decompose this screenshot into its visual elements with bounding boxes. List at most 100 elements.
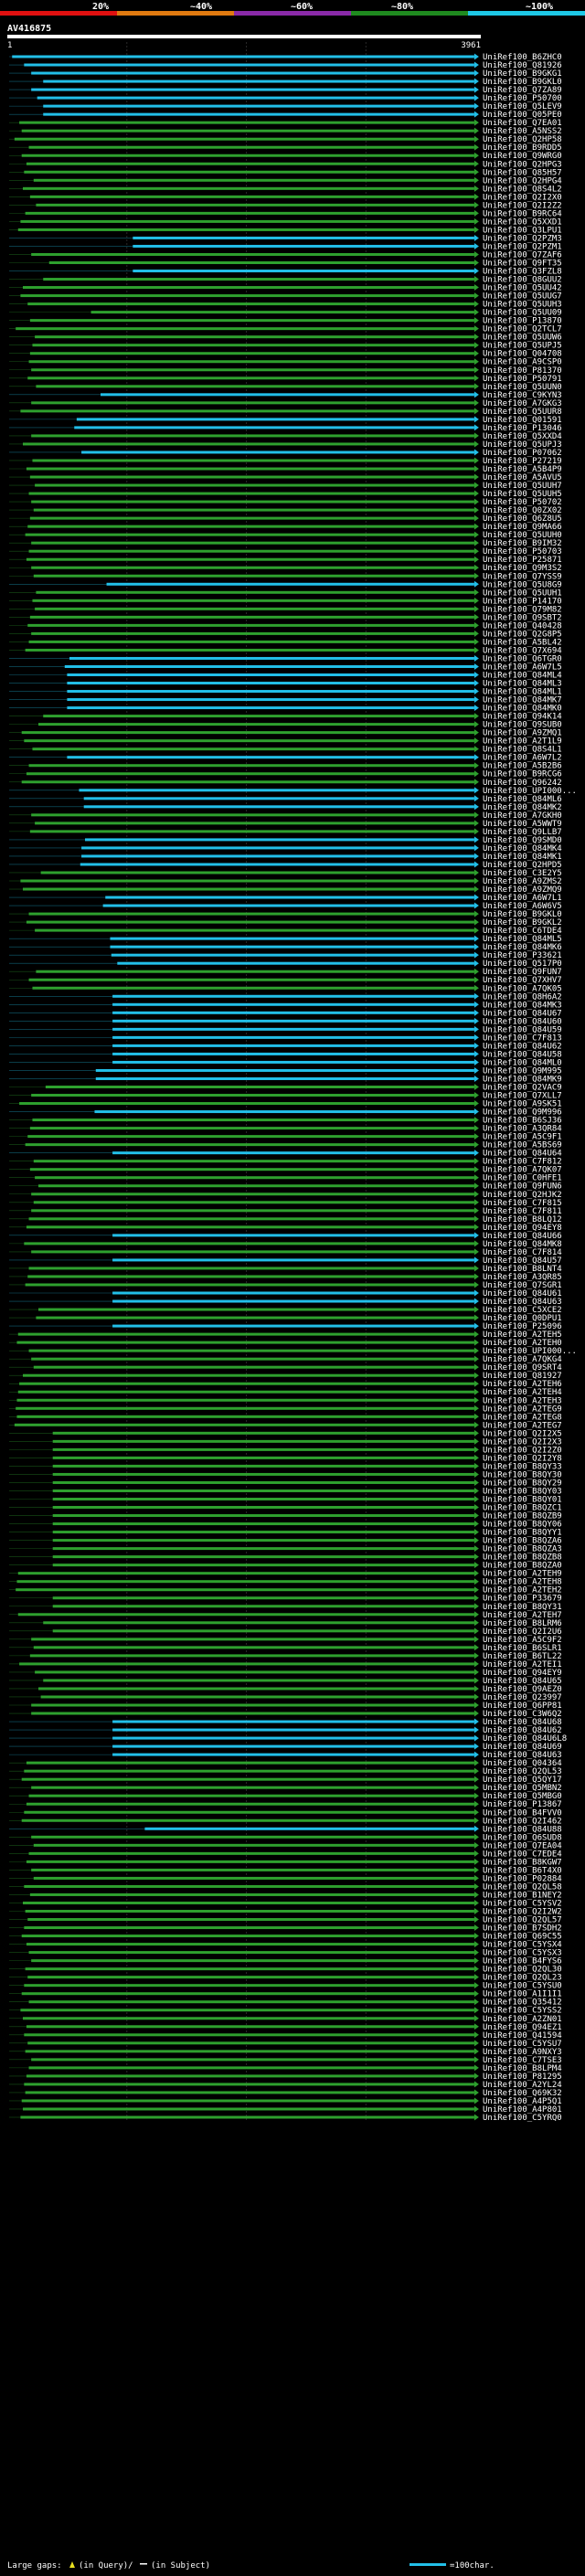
hit-row[interactable]: UniRef100_B8QY06 — [9, 1521, 562, 1530]
hit-bar[interactable] — [25, 533, 474, 536]
hit-label[interactable]: UniRef100_Q5UUG7 — [483, 292, 562, 302]
hit-row[interactable]: UniRef100_B8QZC1 — [9, 1504, 562, 1513]
hit-row[interactable]: UniRef100_A2TEH5 — [9, 1330, 562, 1340]
hit-row[interactable]: UniRef100_Q2PZM3 — [9, 234, 562, 243]
hit-label[interactable]: UniRef100_Q7EA04 — [483, 1841, 562, 1850]
hit-bar[interactable] — [43, 80, 474, 83]
hit-label[interactable]: UniRef100_A5C9F2 — [483, 1636, 562, 1645]
hit-label[interactable]: UniRef100_B9IM32 — [483, 539, 562, 548]
hit-bar[interactable] — [27, 525, 474, 528]
hit-row[interactable]: UniRef100_P02884 — [9, 1874, 562, 1883]
hit-bar[interactable] — [31, 1786, 474, 1789]
hit-bar[interactable] — [28, 549, 474, 553]
hit-row[interactable]: UniRef100_Q2VAC9 — [9, 1084, 562, 1093]
hit-bar[interactable] — [24, 63, 474, 67]
hit-row[interactable]: UniRef100_Q84U66 — [9, 1232, 562, 1241]
hit-bar[interactable] — [25, 1967, 474, 1971]
hit-label[interactable]: UniRef100_B8QZB9 — [483, 1512, 562, 1521]
hit-bar[interactable] — [26, 1802, 474, 1806]
hit-label[interactable]: UniRef100_Q3FZL8 — [483, 268, 562, 277]
hit-bar[interactable] — [133, 270, 474, 273]
hit-label[interactable]: UniRef100_Q84MK1 — [483, 853, 562, 862]
hit-row[interactable]: UniRef100_A5B4P9 — [9, 465, 562, 474]
hit-row[interactable]: UniRef100_Q05PE0 — [9, 111, 562, 120]
hit-bar[interactable] — [16, 1341, 474, 1344]
hit-row[interactable]: UniRef100_Q2QL23 — [9, 1974, 562, 1983]
hit-label[interactable]: UniRef100_Q84MK7 — [483, 696, 562, 705]
hit-bar[interactable] — [29, 319, 474, 323]
hit-label[interactable]: UniRef100_B4FYS6 — [483, 1957, 562, 1966]
hit-row[interactable]: UniRef100_UPI000... — [9, 1347, 577, 1356]
hit-bar[interactable] — [25, 1910, 474, 1913]
hit-label[interactable]: UniRef100_Q84MK3 — [483, 1001, 562, 1010]
hit-bar[interactable] — [112, 1291, 474, 1295]
hit-label[interactable]: UniRef100_Q84MK4 — [483, 844, 562, 853]
hit-label[interactable]: UniRef100_Q2G8P5 — [483, 630, 562, 639]
hit-row[interactable]: UniRef100_UPI000... — [9, 787, 577, 796]
hit-row[interactable]: UniRef100_A6W6V5 — [9, 902, 562, 911]
hit-bar[interactable] — [21, 129, 474, 133]
hit-label[interactable]: UniRef100_Q2I2W2 — [483, 1908, 562, 1917]
hit-bar[interactable] — [31, 1703, 474, 1707]
hit-row[interactable]: UniRef100_C5XCE2 — [9, 1306, 562, 1315]
hit-bar[interactable] — [33, 1365, 474, 1369]
hit-bar[interactable] — [52, 1531, 474, 1534]
hit-row[interactable]: UniRef100_B9IM32 — [9, 539, 562, 548]
hit-bar[interactable] — [20, 879, 474, 883]
hit-bar[interactable] — [26, 1943, 474, 1946]
hit-label[interactable]: UniRef100_P50702 — [483, 498, 562, 507]
hit-bar[interactable] — [27, 1135, 474, 1139]
hit-row[interactable]: UniRef100_B6SLR1 — [9, 1644, 562, 1653]
hit-row[interactable]: UniRef100_Q5QY17 — [9, 1776, 562, 1785]
hit-label[interactable]: UniRef100_A7QKG4 — [483, 1355, 562, 1364]
hit-label[interactable]: UniRef100_A9ZMS2 — [483, 877, 562, 886]
hit-bar[interactable] — [35, 822, 474, 825]
hit-row[interactable]: UniRef100_C5YSS2 — [9, 2007, 562, 2016]
hit-bar[interactable] — [52, 1514, 474, 1518]
hit-bar[interactable] — [106, 582, 474, 586]
hit-row[interactable]: UniRef100_A2TEH4 — [9, 1388, 562, 1397]
hit-row[interactable]: UniRef100_B9GKL0 — [9, 910, 562, 919]
hit-row[interactable]: UniRef100_Q84ML5 — [9, 935, 562, 944]
hit-label[interactable]: UniRef100_P14170 — [483, 597, 562, 606]
hit-label[interactable]: UniRef100_A2TEH4 — [483, 1388, 562, 1397]
hit-bar[interactable] — [52, 1596, 474, 1600]
hit-bar[interactable] — [52, 1564, 474, 1567]
hit-label[interactable]: UniRef100_Q81927 — [483, 1372, 562, 1381]
hit-row[interactable]: UniRef100_Q2I2X0 — [9, 193, 562, 202]
hit-row[interactable]: UniRef100_A6W7L1 — [9, 894, 562, 903]
hit-bar[interactable] — [52, 1439, 474, 1443]
hit-bar[interactable] — [23, 286, 474, 290]
hit-bar[interactable] — [23, 2107, 474, 2111]
hit-label[interactable]: UniRef100_C5YSS2 — [483, 2007, 562, 2016]
hit-row[interactable]: UniRef100_Q84ML6 — [9, 795, 562, 804]
hit-bar[interactable] — [31, 1250, 474, 1254]
hit-bar[interactable] — [67, 690, 474, 694]
hit-label[interactable]: UniRef100_A2TEH2 — [483, 1586, 562, 1595]
hit-row[interactable]: UniRef100_A2T1L9 — [9, 737, 562, 747]
hit-bar[interactable] — [36, 590, 474, 594]
hit-label[interactable]: UniRef100_Q0DPU1 — [483, 1314, 562, 1323]
hit-label[interactable]: UniRef100_A5AVU5 — [483, 473, 562, 482]
hit-bar[interactable] — [81, 854, 474, 858]
hit-label[interactable]: UniRef100_Q84U59 — [483, 1025, 562, 1034]
hit-bar[interactable] — [17, 1390, 474, 1394]
hit-label[interactable]: UniRef100_B8LPM4 — [483, 2064, 562, 2073]
hit-label[interactable]: UniRef100_Q5QY17 — [483, 1776, 562, 1785]
hit-row[interactable]: UniRef100_B8QZB8 — [9, 1553, 562, 1563]
hit-bar[interactable] — [64, 664, 474, 668]
hit-row[interactable]: UniRef100_B8QZA3 — [9, 1545, 562, 1554]
hit-row[interactable]: UniRef100_B8LQ12 — [9, 1215, 562, 1224]
hit-label[interactable]: UniRef100_A2TEH5 — [483, 1330, 562, 1340]
hit-row[interactable]: UniRef100_Q2TCL7 — [9, 325, 562, 334]
hit-row[interactable]: UniRef100_Q5UPJ3 — [9, 440, 562, 450]
hit-row[interactable]: UniRef100_Q9WRG0 — [9, 152, 562, 161]
hit-bar[interactable] — [26, 1225, 474, 1229]
hit-row[interactable]: UniRef100_C5YSX4 — [9, 1941, 562, 1950]
hit-row[interactable]: UniRef100_C5YRQ0 — [9, 2114, 562, 2123]
hit-bar[interactable] — [24, 1769, 474, 1773]
hit-label[interactable]: UniRef100_Q5UUH5 — [483, 490, 562, 499]
hit-label[interactable]: UniRef100_B8QZA6 — [483, 1537, 562, 1546]
hit-row[interactable]: UniRef100_C5YSU0 — [9, 1982, 562, 1991]
hit-label[interactable]: UniRef100_B8LQ12 — [483, 1215, 562, 1224]
